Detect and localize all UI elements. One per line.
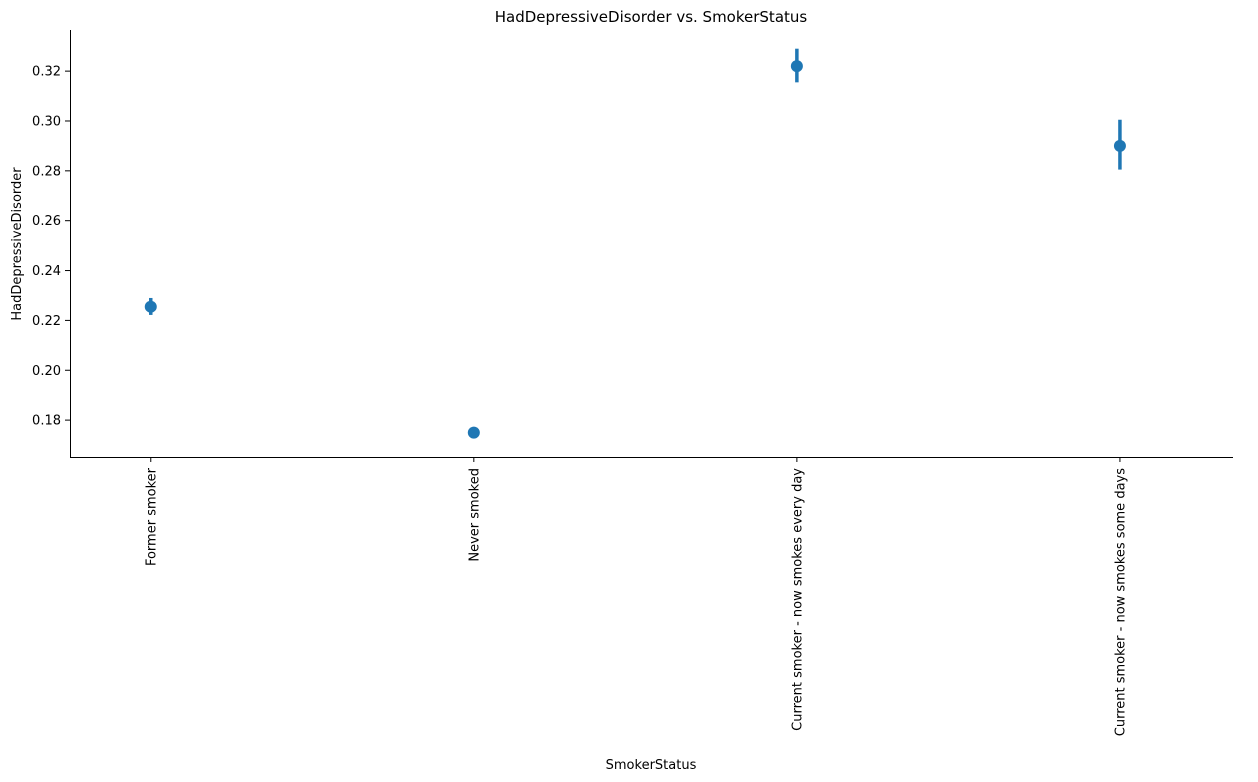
y-tick-label: 0.32 [32,65,61,80]
x-axis-ticks: Former smoker Never smoked Current smoker … [144,457,1128,736]
x-tick-label: Never smoked [467,468,482,562]
y-axis-ticks: 0.18 0.20 0.22 0.24 0.26 0.28 0.30 0.32 [32,65,70,429]
data-points [144,48,1126,439]
y-tick-label: 0.30 [32,114,61,129]
y-tick-label: 0.18 [32,414,61,429]
y-tick-label: 0.24 [32,264,61,279]
data-point [1113,139,1126,152]
y-tick-label: 0.20 [32,364,61,379]
x-tick-label: Former smoker [144,467,159,566]
x-axis-label: SmokerStatus [606,758,697,773]
data-point [790,60,803,73]
x-tick-label: Current smoker - now smokes every day [790,468,805,731]
y-tick-label: 0.26 [32,214,61,229]
y-tick-label: 0.22 [32,314,61,329]
x-tick-label: Current smoker - now smokes some days [1113,468,1128,736]
y-tick-label: 0.28 [32,164,61,179]
data-point [467,426,480,439]
y-axis-label: HadDepressiveDisorder [10,167,25,321]
chart-title: HadDepressiveDisorder vs. SmokerStatus [495,8,808,26]
data-point [144,300,157,313]
